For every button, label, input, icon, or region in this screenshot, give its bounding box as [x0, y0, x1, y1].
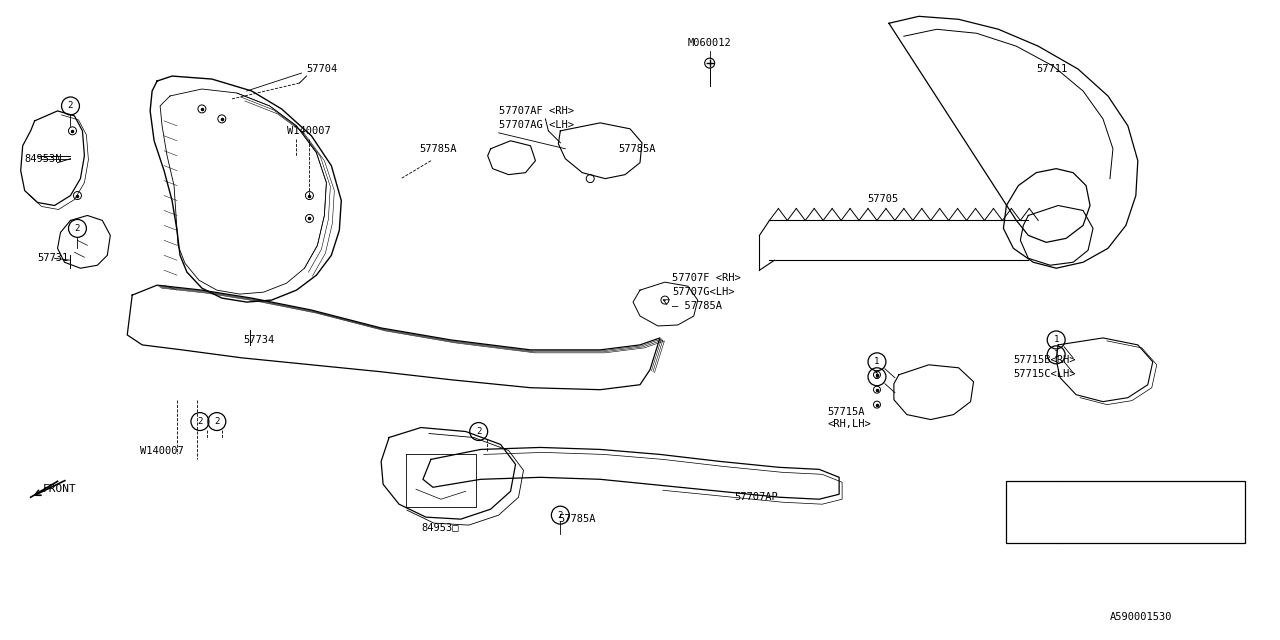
Text: 1: 1 [1029, 493, 1034, 502]
Text: M000478: M000478 [1071, 492, 1115, 502]
Text: — 57785A: — 57785A [672, 301, 722, 311]
Text: 84953N: 84953N [24, 154, 63, 164]
Text: 57731: 57731 [37, 253, 69, 263]
Text: W140063: W140063 [1071, 523, 1115, 533]
Text: 2: 2 [214, 417, 220, 426]
Text: 2: 2 [558, 511, 563, 520]
Text: 1: 1 [874, 357, 879, 366]
Text: W140007: W140007 [287, 126, 330, 136]
Text: 1: 1 [1053, 350, 1059, 359]
Text: A590001530: A590001530 [1110, 612, 1172, 621]
Text: 57707AF <RH>: 57707AF <RH> [499, 106, 573, 116]
Text: 2: 2 [74, 224, 81, 233]
FancyBboxPatch shape [1006, 481, 1245, 543]
Text: 57715A: 57715A [827, 406, 865, 417]
Text: M060012: M060012 [687, 38, 732, 48]
Text: FRONT: FRONT [42, 484, 77, 494]
Text: 57704: 57704 [306, 64, 338, 74]
Text: 57715B<RH>: 57715B<RH> [1014, 355, 1076, 365]
Text: 57785A: 57785A [618, 144, 655, 154]
Text: 57734: 57734 [243, 335, 275, 345]
Text: 57711: 57711 [1037, 64, 1068, 74]
Text: 2: 2 [197, 417, 202, 426]
Text: 2: 2 [1029, 524, 1034, 532]
Text: W140007: W140007 [141, 447, 184, 456]
Text: 57707AP: 57707AP [735, 492, 778, 502]
Text: 1: 1 [874, 372, 879, 381]
Text: <RH,LH>: <RH,LH> [827, 419, 870, 429]
Text: 57707AG <LH>: 57707AG <LH> [499, 120, 573, 130]
Text: 57705: 57705 [867, 193, 899, 204]
Text: 57715C<LH>: 57715C<LH> [1014, 369, 1076, 379]
Text: 57707F <RH>: 57707F <RH> [672, 273, 741, 283]
Text: 84953□: 84953□ [421, 522, 458, 532]
Text: 2: 2 [476, 427, 481, 436]
Text: 57707G<LH>: 57707G<LH> [672, 287, 735, 297]
Text: 57785A: 57785A [419, 144, 457, 154]
Text: 1: 1 [1053, 335, 1059, 344]
Text: 2: 2 [68, 101, 73, 111]
Text: 57785A: 57785A [558, 514, 596, 524]
